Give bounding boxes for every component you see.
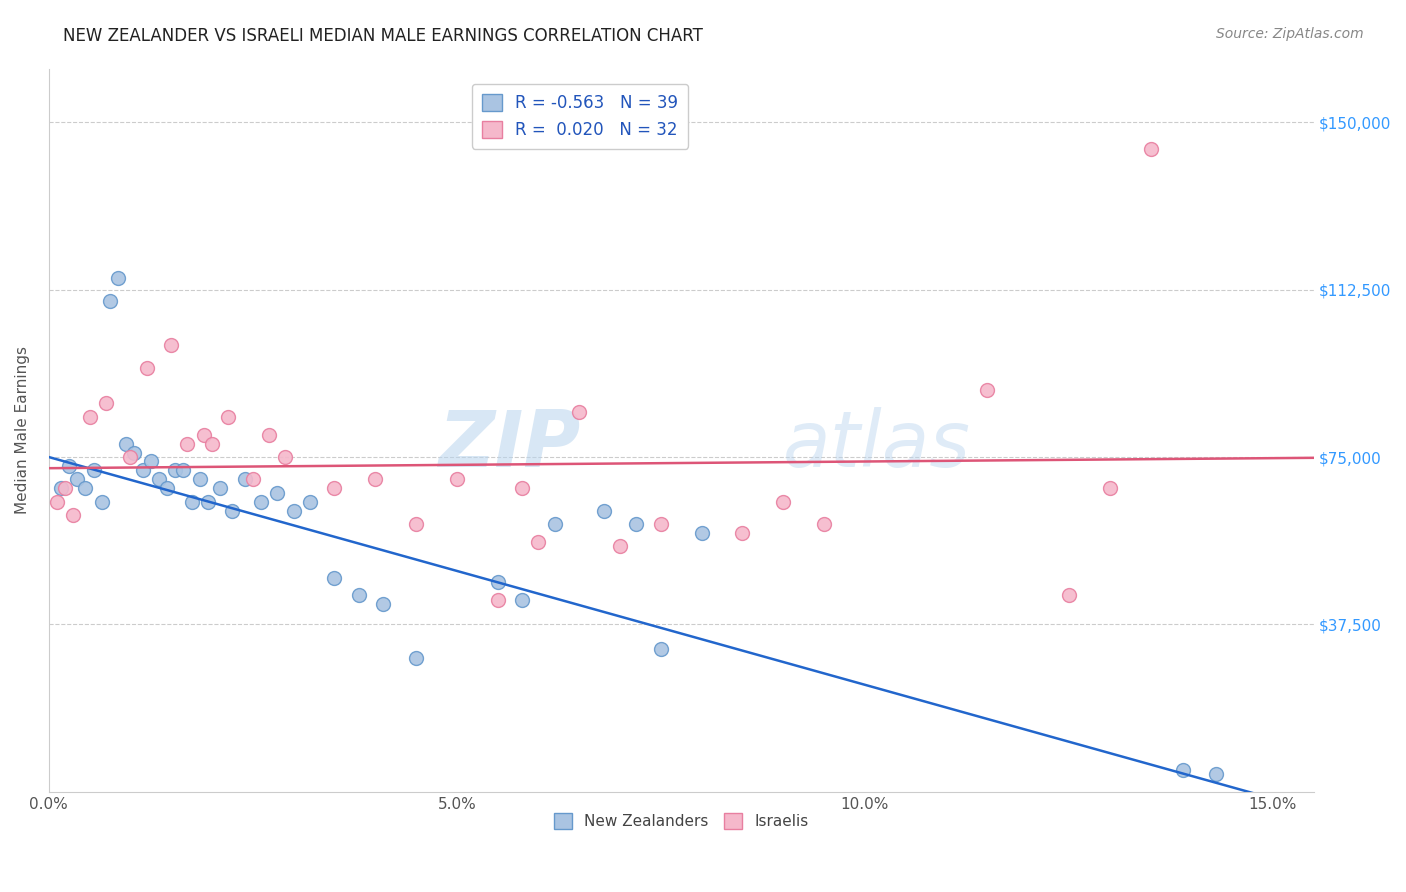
Point [233,472,256,486]
Point [486,575,509,590]
Y-axis label: Median Male Earnings: Median Male Earnings [15,346,30,515]
Point [1139,142,1161,156]
Point [298,494,321,508]
Point [75,481,97,495]
Point [1098,481,1121,495]
Point [568,405,591,419]
Text: NEW ZEALANDER VS ISRAELI MEDIAN MALE EARNINGS CORRELATION CHART: NEW ZEALANDER VS ISRAELI MEDIAN MALE EAR… [63,27,703,45]
Point [172,463,194,477]
Point [347,589,370,603]
Point [66,472,89,486]
Point [221,503,243,517]
Point [544,516,567,531]
Point [58,458,80,473]
Point [217,409,239,424]
Point [156,481,179,495]
Point [139,454,162,468]
Point [373,598,395,612]
Point [201,436,224,450]
Point [274,450,297,464]
Point [107,271,129,285]
Point [250,494,273,508]
Point [62,508,84,522]
Point [510,593,533,607]
Point [98,293,121,308]
Point [90,494,112,508]
Point [242,472,264,486]
Point [772,494,794,508]
Point [79,409,101,424]
Point [405,651,427,665]
Point [690,525,713,540]
Point [45,494,67,508]
Point [180,494,202,508]
Point [197,494,219,508]
Point [53,481,76,495]
Point [609,539,631,553]
Point [527,534,550,549]
Point [135,360,157,375]
Point [266,485,288,500]
Point [160,338,183,352]
Text: ZIP: ZIP [437,407,581,483]
Point [626,516,648,531]
Point [176,436,198,450]
Point [976,383,998,397]
Point [650,516,672,531]
Point [1205,767,1227,781]
Text: Source: ZipAtlas.com: Source: ZipAtlas.com [1216,27,1364,41]
Point [124,445,146,459]
Point [731,525,754,540]
Point [83,463,105,477]
Point [209,481,232,495]
Point [120,450,142,464]
Point [188,472,211,486]
Point [446,472,468,486]
Point [323,481,346,495]
Point [131,463,153,477]
Point [592,503,614,517]
Point [49,481,72,495]
Point [1057,589,1080,603]
Point [1173,763,1195,777]
Point [94,396,117,410]
Point [486,593,509,607]
Point [165,463,187,477]
Point [115,436,138,450]
Text: atlas: atlas [783,407,970,483]
Point [193,427,215,442]
Point [510,481,533,495]
Point [148,472,170,486]
Point [813,516,835,531]
Point [257,427,280,442]
Point [283,503,305,517]
Point [323,571,346,585]
Point [650,642,672,657]
Point [364,472,387,486]
Point [405,516,427,531]
Legend: New Zealanders, Israelis: New Zealanders, Israelis [548,806,815,835]
